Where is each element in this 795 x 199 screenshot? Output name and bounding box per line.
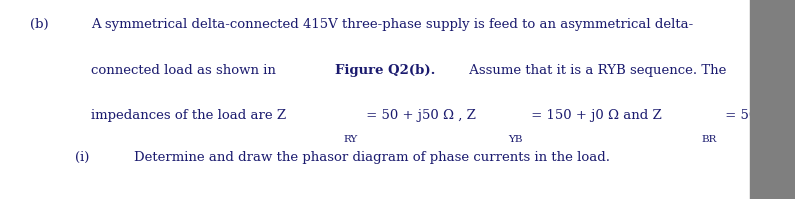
Text: connected load as shown in: connected load as shown in [91, 64, 281, 77]
Text: (b): (b) [30, 18, 48, 31]
Text: (i): (i) [75, 151, 89, 164]
Text: impedances of the load are Z: impedances of the load are Z [91, 109, 286, 122]
Text: RY: RY [343, 135, 358, 144]
Text: = 150 + j0 Ω and Z: = 150 + j0 Ω and Z [527, 109, 662, 122]
Text: Determine and draw the phasor diagram of phase currents in the load.: Determine and draw the phasor diagram of… [134, 151, 610, 164]
Text: A symmetrical delta-connected 415V three-phase supply is feed to an asymmetrical: A symmetrical delta-connected 415V three… [91, 18, 694, 31]
Text: Figure Q2(b).: Figure Q2(b). [335, 64, 436, 77]
Text: BR: BR [701, 135, 716, 144]
Text: = 50 – j50 Ω.: = 50 – j50 Ω. [721, 109, 795, 122]
Text: = 50 + j50 Ω , Z: = 50 + j50 Ω , Z [362, 109, 475, 122]
Text: YB: YB [509, 135, 523, 144]
Bar [750, 0, 795, 199]
Text: Assume that it is a RYB sequence. The: Assume that it is a RYB sequence. The [465, 64, 727, 77]
